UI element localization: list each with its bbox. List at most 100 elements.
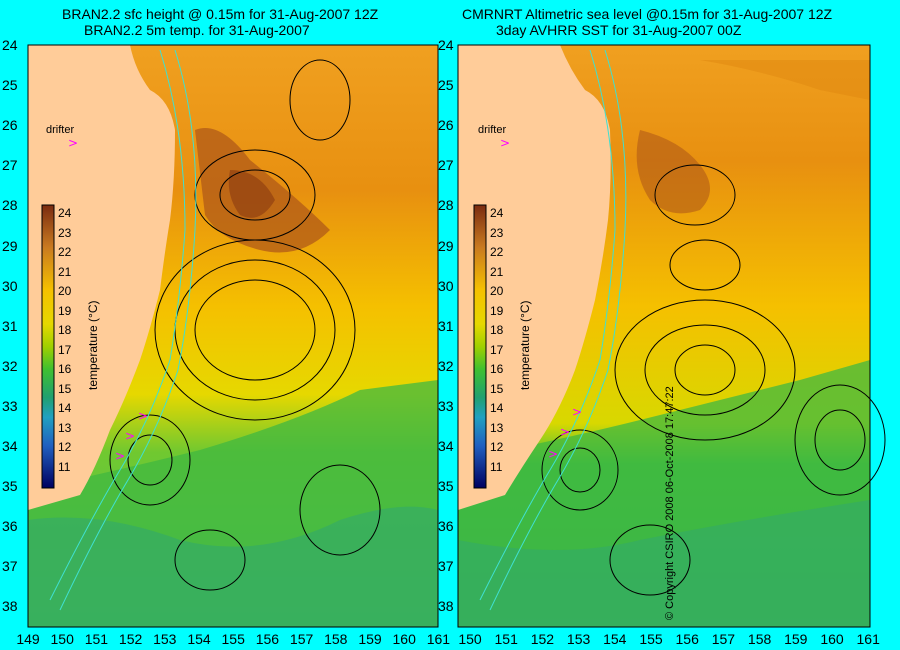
left-colorbar-tick-15: 15 [58, 381, 72, 396]
right-lon-tick-151: 151 [494, 631, 518, 647]
left-lon-tick-159: 159 [358, 631, 382, 647]
copyright-notice: © Copyright CSIRO 2008 06-Oct-2008 17:47… [664, 386, 677, 620]
left-drifter-marker: > [68, 136, 78, 150]
left-lon-tick-152: 152 [118, 631, 143, 647]
right-lon-tick-157: 157 [711, 631, 736, 647]
right-drifter-label: drifter [478, 124, 507, 136]
right-lon-tick-158: 158 [747, 631, 772, 647]
right-lon-tick-152: 152 [530, 631, 555, 647]
left-colorbar-tick-19: 19 [58, 303, 72, 318]
right-lon-tick-161: 161 [856, 631, 880, 647]
left-lon-tick-154: 154 [187, 631, 211, 647]
left-drifter-label: drifter [46, 124, 75, 136]
left-colorbar-tick-22: 22 [58, 245, 72, 259]
left-lat-tick-33: 33 [2, 397, 18, 414]
mid-lat-tick-36: 36 [438, 518, 454, 535]
left-lat-tick-28: 28 [2, 197, 18, 214]
left-lat-tick-37: 37 [2, 558, 18, 575]
right-colorbar-tick-12: 12 [490, 440, 504, 454]
mid-lat-tick-33: 33 [438, 397, 454, 414]
left-lon-tick-158: 158 [324, 631, 348, 647]
right-lon-tick-155: 155 [639, 631, 663, 647]
mid-lat-tick-28: 28 [438, 197, 454, 214]
right-colorbar-tick-18: 18 [490, 323, 504, 337]
left-lat-tick-35: 35 [2, 478, 18, 495]
left-lon-tick-151: 151 [84, 631, 109, 647]
right-colorbar-tick-24: 24 [490, 206, 504, 220]
left-lat-tick-32: 32 [2, 357, 18, 374]
left-lat-tick-26: 26 [2, 117, 18, 134]
left-colorbar-tick-18: 18 [58, 323, 72, 337]
left-lon-tick-150: 150 [50, 631, 74, 647]
right-colorbar-tick-19: 19 [490, 303, 504, 318]
left-colorbar-tick-11: 11 [58, 459, 71, 474]
right-map-panel: > > > [457, 44, 886, 628]
left-colorbar-tick-21: 21 [58, 264, 72, 279]
left-colorbar-tick-14: 14 [58, 401, 72, 415]
left-lat-tick-31: 31 [2, 317, 18, 334]
left-colorbar-tick-12: 12 [58, 440, 72, 454]
left-map-panel: > > > [27, 44, 439, 628]
right-lon-tick-154: 154 [603, 631, 627, 647]
right-colorbar-tick-13: 13 [490, 420, 504, 435]
left-lat-tick-24: 24 [2, 37, 18, 53]
mid-lat-tick-38: 38 [438, 598, 454, 615]
right-lon-tick-156: 156 [675, 631, 699, 647]
svg-text:>: > [548, 447, 558, 461]
left-lon-tick-160: 160 [392, 631, 416, 647]
mid-lat-tick-27: 27 [438, 157, 454, 174]
mid-lat-tick-34: 34 [438, 438, 454, 454]
svg-text:>: > [560, 425, 570, 439]
left-colorbar-tick-17: 17 [58, 342, 72, 357]
mid-lat-tick-25: 25 [438, 77, 454, 94]
left-lat-tick-27: 27 [2, 157, 18, 174]
mid-lat-tick-30: 30 [438, 277, 454, 294]
right-colorbar-label: temperature (°C) [518, 300, 532, 391]
right-colorbar-tick-15: 15 [490, 381, 504, 396]
right-colorbar-tick-21: 21 [490, 264, 504, 279]
left-panel-title-line1: BRAN2.2 sfc height @ 0.15m for 31-Aug-20… [62, 6, 379, 22]
right-colorbar-tick-22: 22 [490, 245, 504, 259]
right-colorbar-tick-14: 14 [490, 401, 504, 415]
left-lon-tick-156: 156 [255, 631, 280, 647]
svg-text:>: > [125, 429, 135, 443]
right-lon-tick-153: 153 [566, 631, 591, 647]
left-lon-tick-149: 149 [16, 631, 40, 647]
mid-lat-tick-32: 32 [438, 357, 454, 374]
left-lon-tick-157: 157 [289, 631, 314, 647]
right-colorbar-tick-11: 11 [490, 459, 503, 474]
left-lon-tick-153: 153 [153, 631, 177, 647]
svg-text:>: > [572, 405, 582, 419]
left-lat-tick-25: 25 [2, 77, 18, 94]
left-lat-tick-34: 34 [2, 438, 18, 454]
left-lat-tick-30: 30 [2, 277, 18, 294]
mid-lat-tick-35: 35 [438, 478, 454, 495]
right-lon-tick-150: 150 [458, 631, 482, 647]
left-lat-tick-29: 29 [2, 237, 18, 254]
left-colorbar-tick-13: 13 [58, 420, 72, 435]
right-colorbar [473, 204, 487, 489]
svg-text:>: > [138, 409, 148, 423]
left-lon-tick-161: 161 [426, 631, 451, 647]
left-lat-tick-36: 36 [2, 518, 18, 535]
right-lon-tick-160: 160 [820, 631, 844, 647]
right-colorbar-tick-17: 17 [490, 342, 504, 357]
right-lon-tick-159: 159 [784, 631, 808, 647]
mid-lat-tick-31: 31 [438, 317, 454, 334]
right-panel-title-line2: 3day AVHRR SST for 31-Aug-2007 00Z [496, 22, 742, 38]
left-colorbar-tick-16: 16 [58, 362, 72, 376]
mid-lat-tick-26: 26 [438, 117, 454, 134]
left-colorbar [41, 204, 55, 489]
right-colorbar-tick-20: 20 [490, 284, 504, 298]
left-lat-tick-38: 38 [2, 598, 18, 615]
mid-lat-tick-37: 37 [438, 558, 454, 575]
right-panel-title-line1: CMRNRT Altimetric sea level @0.15m for 3… [462, 6, 833, 22]
left-lon-tick-155: 155 [221, 631, 245, 647]
left-panel-title-line2: BRAN2.2 5m temp. for 31-Aug-2007 [84, 22, 310, 38]
left-colorbar-tick-23: 23 [58, 225, 72, 240]
mid-lat-tick-29: 29 [438, 237, 454, 254]
svg-text:>: > [115, 449, 125, 463]
right-colorbar-tick-23: 23 [490, 225, 504, 240]
left-colorbar-tick-24: 24 [58, 206, 72, 220]
